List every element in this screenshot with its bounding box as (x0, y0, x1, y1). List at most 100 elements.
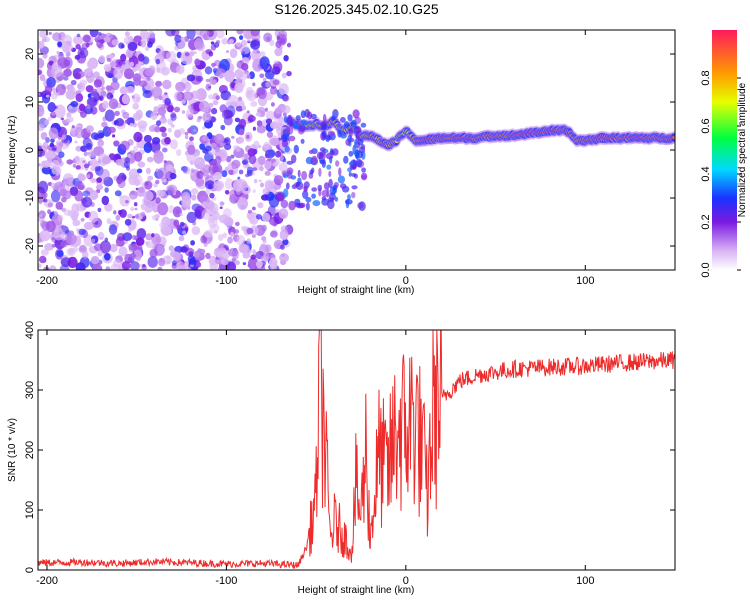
noise-blob (78, 184, 86, 191)
noise-blob (201, 209, 212, 220)
noise-blob (106, 92, 113, 100)
noise-blob (87, 93, 92, 98)
noise-blob (184, 134, 189, 140)
noise-blob (132, 66, 137, 72)
transition-blob (340, 134, 347, 139)
noise-blob (280, 244, 285, 250)
noise-blob (283, 55, 289, 62)
noise-blob (233, 170, 237, 174)
colorbar-label: Normalized spectral amplitude (737, 82, 748, 217)
noise-blob (109, 243, 118, 253)
noise-blob (56, 51, 60, 55)
transition-blob (347, 194, 351, 200)
noise-blob (85, 125, 94, 133)
x-tick-label: -200 (36, 575, 58, 587)
noise-blob (109, 61, 117, 68)
noise-blob (286, 70, 292, 77)
noise-blob (157, 106, 167, 116)
noise-blob (236, 42, 242, 48)
transition-blob (350, 119, 357, 128)
noise-blob (115, 159, 124, 166)
spectrogram-x-axis: -200 -100 0 100 (36, 30, 594, 287)
noise-blob (48, 31, 52, 35)
noise-blob (246, 89, 257, 102)
noise-blob (265, 118, 273, 125)
noise-blob (68, 230, 75, 237)
transition-blob (305, 196, 312, 203)
transition-blob (290, 175, 297, 180)
noise-blob (155, 80, 163, 87)
noise-blob (202, 201, 208, 206)
noise-blob (129, 253, 136, 259)
transition-blob (354, 126, 362, 134)
noise-blob (38, 180, 49, 194)
x-tick-label: 100 (576, 575, 594, 587)
noise-blob (124, 157, 130, 164)
transition-blob (298, 125, 306, 132)
noise-blob (108, 153, 116, 161)
transition-blob (282, 128, 289, 135)
noise-blob (104, 109, 115, 122)
noise-blob (178, 235, 185, 242)
noise-blob (87, 72, 92, 77)
noise-blob (82, 160, 86, 164)
noise-blob (247, 209, 253, 214)
noise-blob (73, 72, 82, 79)
noise-blob (45, 94, 50, 98)
noise-blob (270, 121, 279, 129)
x-tick-label: 0 (403, 275, 409, 287)
noise-blob (85, 42, 90, 48)
noise-blob (194, 250, 203, 261)
transition-blob (360, 122, 367, 128)
noise-blob (73, 156, 80, 165)
noise-blob (261, 212, 271, 222)
transition-blob (297, 169, 301, 178)
noise-blob (227, 236, 234, 244)
noise-blob (106, 58, 112, 62)
noise-blob (234, 229, 240, 234)
noise-blob (246, 227, 254, 235)
noise-blob (248, 257, 259, 270)
noise-blob (119, 209, 127, 218)
noise-blob (204, 229, 213, 238)
noise-blob (174, 34, 182, 43)
noise-blob (167, 105, 175, 113)
y-tick-label: 20 (24, 48, 36, 60)
transition-blob (288, 135, 296, 142)
noise-blob (218, 264, 227, 270)
transition-blob (294, 198, 301, 206)
noise-blob (261, 224, 267, 232)
transition-blob (351, 173, 357, 177)
noise-blob (269, 257, 278, 269)
noise-blob (253, 178, 258, 184)
noise-blob (113, 210, 117, 215)
transition-blob (344, 199, 353, 205)
noise-blob (138, 80, 148, 88)
noise-blob (83, 105, 94, 115)
noise-blob (263, 141, 271, 149)
noise-blob (209, 203, 219, 215)
transition-blob (326, 164, 332, 170)
noise-blob (94, 166, 101, 172)
transition-blob (351, 191, 356, 199)
noise-blob (181, 99, 186, 104)
noise-blob (179, 221, 185, 227)
noise-blob (104, 65, 112, 72)
noise-blob (136, 168, 143, 174)
noise-blob (86, 59, 97, 70)
y-tick-label: -10 (24, 190, 36, 206)
noise-blob (274, 47, 283, 57)
colorbar-tick-label: 0.4 (700, 166, 712, 181)
y-tick-label: 200 (24, 441, 36, 459)
noise-blob (149, 125, 155, 132)
noise-blob (44, 37, 50, 43)
noise-blob (53, 228, 64, 241)
noise-blob (129, 122, 134, 127)
noise-blob (101, 121, 108, 128)
noise-blob (202, 126, 206, 130)
noise-blob (238, 169, 244, 175)
noise-blob (110, 80, 120, 91)
transition-blob (325, 134, 331, 142)
noise-blob (86, 174, 90, 179)
noise-blob (144, 67, 155, 77)
